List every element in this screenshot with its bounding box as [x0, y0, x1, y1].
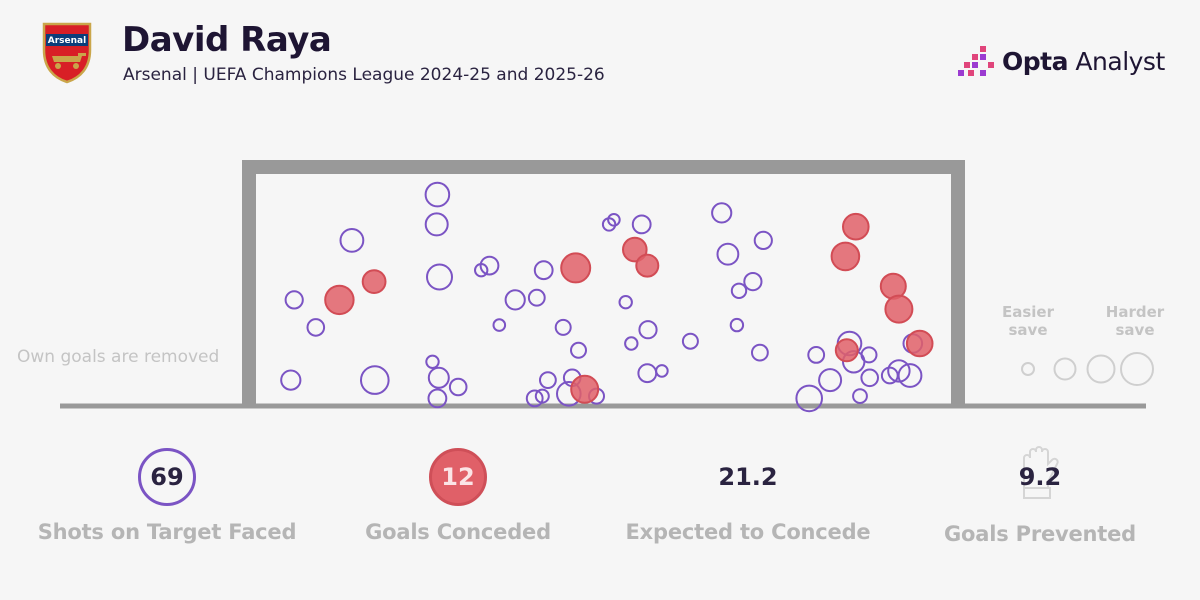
save-point [425, 354, 440, 369]
save-point [631, 214, 652, 235]
save-point [743, 272, 763, 292]
shots-label: Shots on Target Faced [37, 520, 297, 544]
save-point [607, 213, 621, 227]
opta-logo-icon [958, 46, 994, 76]
shots-badge: 69 [138, 448, 196, 506]
page-subtitle: Arsenal | UEFA Champions League 2024-25 … [123, 65, 605, 85]
save-point [533, 260, 554, 281]
easier-save-label: Easier save [1001, 303, 1054, 339]
save-point [716, 242, 740, 266]
save-point [795, 384, 824, 413]
save-point [807, 346, 826, 364]
save-point [339, 228, 365, 253]
size-legend-circle [1086, 354, 1116, 384]
save-point [753, 230, 773, 250]
size-legend [1021, 352, 1154, 386]
goal-point [324, 284, 355, 316]
save-point [729, 317, 745, 333]
goalkeeper-glove-icon [1023, 446, 1059, 499]
save-point [527, 288, 546, 307]
stat-shots-on-target: 69 Shots on Target Faced [17, 448, 317, 544]
shot-points-layer [280, 181, 934, 413]
crest-text: Arsenal [48, 36, 86, 46]
goal-point [570, 374, 600, 404]
size-legend-circle [1021, 362, 1035, 376]
save-point [887, 359, 911, 383]
save-point [897, 363, 923, 388]
goal-point [830, 241, 861, 272]
opta-analyst-logo: Opta Analyst [958, 44, 1165, 78]
xg-value: 21.2 [718, 463, 778, 491]
brand-light: Analyst [1075, 46, 1165, 76]
save-point [504, 289, 526, 311]
save-point [554, 318, 572, 336]
save-point [492, 318, 507, 332]
save-point [427, 388, 448, 409]
arsenal-crest-icon: Arsenal [42, 22, 92, 84]
save-point [426, 263, 453, 291]
xg-label: Expected to Concede [625, 520, 871, 544]
stat-goals-prevented: 9.2 Goals Prevented [890, 446, 1190, 546]
save-point [280, 369, 302, 391]
save-point [448, 377, 468, 397]
save-point [860, 346, 878, 364]
goal-point [622, 236, 648, 263]
save-point [306, 318, 326, 337]
save-point [711, 202, 733, 224]
goal-point [842, 212, 870, 241]
save-point [424, 181, 451, 208]
save-point [525, 389, 544, 408]
save-point [424, 212, 449, 237]
stat-goals-conceded: 12 Goals Conceded [308, 448, 608, 544]
save-point [681, 332, 699, 350]
goal-frame [242, 160, 965, 406]
goals-label: Goals Conceded [365, 520, 551, 544]
save-point [601, 217, 617, 232]
save-point [852, 388, 868, 405]
save-point [360, 365, 390, 395]
own-goals-note: Own goals are removed [17, 347, 220, 367]
harder-save-label: Harder save [1105, 303, 1165, 339]
save-point [534, 388, 550, 404]
brand-bold: Opta [1002, 46, 1068, 76]
save-point [730, 282, 748, 299]
goal-point [560, 252, 592, 284]
size-legend-circle [1053, 357, 1077, 381]
save-point [479, 255, 500, 276]
save-point [637, 363, 658, 384]
size-legend-circle [1120, 352, 1154, 386]
goals-prevented-label: Goals Prevented [943, 522, 1137, 546]
stat-expected-to-concede: 21.2 Expected to Concede [598, 448, 898, 544]
goals-badge: 12 [429, 448, 487, 506]
save-point [284, 290, 304, 310]
page-title: David Raya [122, 20, 332, 60]
save-point [751, 343, 769, 362]
save-point [618, 295, 633, 310]
save-point [474, 263, 489, 278]
goal-point [884, 294, 914, 324]
save-point [818, 368, 843, 393]
save-point [570, 341, 587, 359]
save-point [624, 336, 639, 351]
goal-point [361, 269, 387, 295]
save-point [655, 364, 669, 378]
save-point [539, 371, 557, 390]
save-point [427, 366, 450, 389]
goal-point [635, 253, 660, 278]
save-point [638, 320, 658, 340]
goals-prevented-value: 9.2 [1018, 463, 1062, 491]
save-point [860, 368, 880, 388]
goal-point [834, 338, 859, 363]
goal-point [905, 329, 934, 358]
